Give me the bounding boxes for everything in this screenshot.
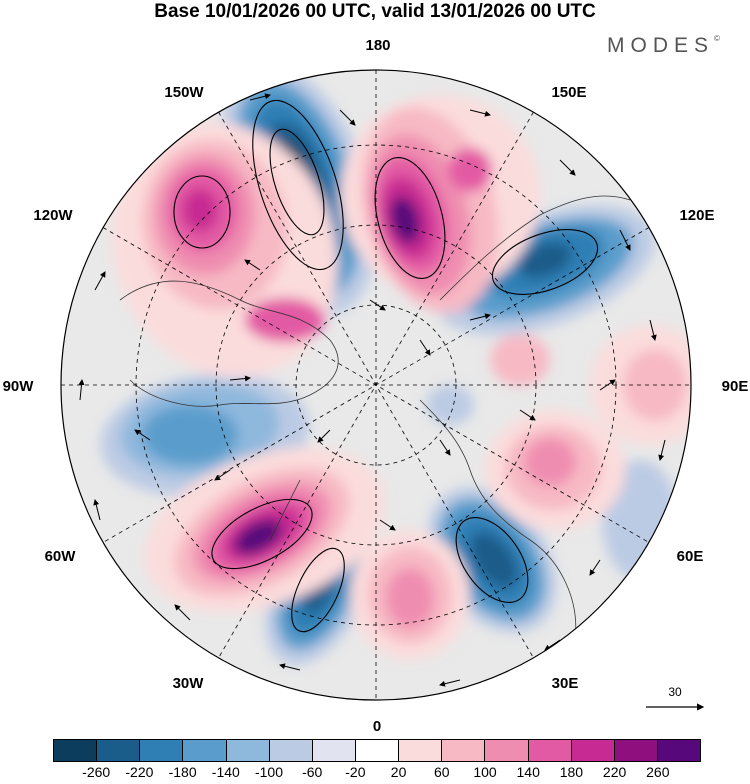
colorbar-tick-label: 140 [516, 764, 540, 780]
colorbar-segment [399, 740, 443, 761]
colorbar-segment [183, 740, 227, 761]
colorbar-segment [269, 740, 313, 761]
graticule [61, 70, 691, 700]
colorbar-segment [528, 740, 572, 761]
colorbar-tick-label: -180 [168, 764, 197, 780]
colorbar-tick-label: -100 [254, 764, 284, 780]
colorbar-segment [312, 740, 356, 761]
colorbar-tick-label: -20 [345, 764, 366, 780]
colorbar-tick-label: 260 [646, 764, 670, 780]
brand-logo: MODES© [607, 34, 720, 58]
colorbar-tick-label: 220 [602, 764, 627, 780]
positive-anomaly-north-east [340, 95, 540, 313]
colorbar-tick-label: 60 [434, 764, 450, 780]
colorbar-tick-label: -60 [302, 764, 323, 780]
lon-label-60e: 60E [677, 548, 704, 565]
colorbar-tick-label: 180 [559, 764, 584, 780]
reference-vector: 30 [646, 685, 705, 711]
lon-label-180: 180 [365, 37, 390, 54]
colorbar [53, 739, 701, 762]
colorbar-segment [54, 740, 98, 761]
colorbar-tick-label: 100 [473, 764, 497, 780]
colorbar-segment [97, 740, 141, 761]
lon-label-120e: 120E [679, 207, 714, 224]
lon-label-90e: 90E [722, 378, 749, 395]
wind-vectors [78, 93, 666, 687]
colorbar-segment [571, 740, 615, 761]
lon-label-120w: 120W [33, 207, 73, 224]
copyright-mark: © [714, 34, 720, 43]
anomaly-field [100, 70, 691, 665]
longitude-labels: 180 150E 120E 90E 60E 30E 0 30W 60W 90W … [3, 37, 749, 735]
positive-anomaly-south [350, 530, 470, 660]
colorbar-segment [140, 740, 184, 761]
positive-anomaly-east [485, 325, 691, 530]
colorbar-ticks: -260 -220 -180 -140 -100 -60 -20 20 60 100 140 180 2… [0, 764, 750, 784]
reference-vector-label: 30 [668, 685, 682, 699]
colorbar-segment [355, 740, 400, 761]
lon-label-30e: 30E [552, 675, 579, 692]
lon-label-60w: 60W [45, 548, 77, 565]
positive-anomaly-north-west [112, 122, 338, 378]
lon-label-150w: 150W [164, 84, 204, 101]
positive-anomaly-south-west [144, 447, 386, 613]
brand-text: MODES [607, 34, 715, 57]
colorbar-segment [226, 740, 270, 761]
lon-label-90w: 90W [3, 378, 35, 395]
map-title: Base 10/01/2026 00 UTC, valid 13/01/2026… [154, 1, 596, 22]
map-disc [61, 70, 691, 700]
wind-streamlines [173, 99, 599, 633]
coastlines [119, 195, 631, 641]
lon-label-30w: 30W [173, 675, 205, 692]
colorbar-segment [614, 740, 658, 761]
colorbar-segment [485, 740, 529, 761]
colorbar-tick-label: -260 [82, 764, 111, 780]
colorbar-segment [657, 740, 701, 761]
colorbar-tick-label: -140 [211, 764, 240, 780]
colorbar-tick-label: 20 [390, 764, 407, 780]
colorbar-segment [442, 740, 486, 761]
lon-label-150e: 150E [551, 84, 586, 101]
colorbar-tick-label: -220 [125, 764, 154, 780]
lon-label-0: 0 [373, 718, 381, 735]
